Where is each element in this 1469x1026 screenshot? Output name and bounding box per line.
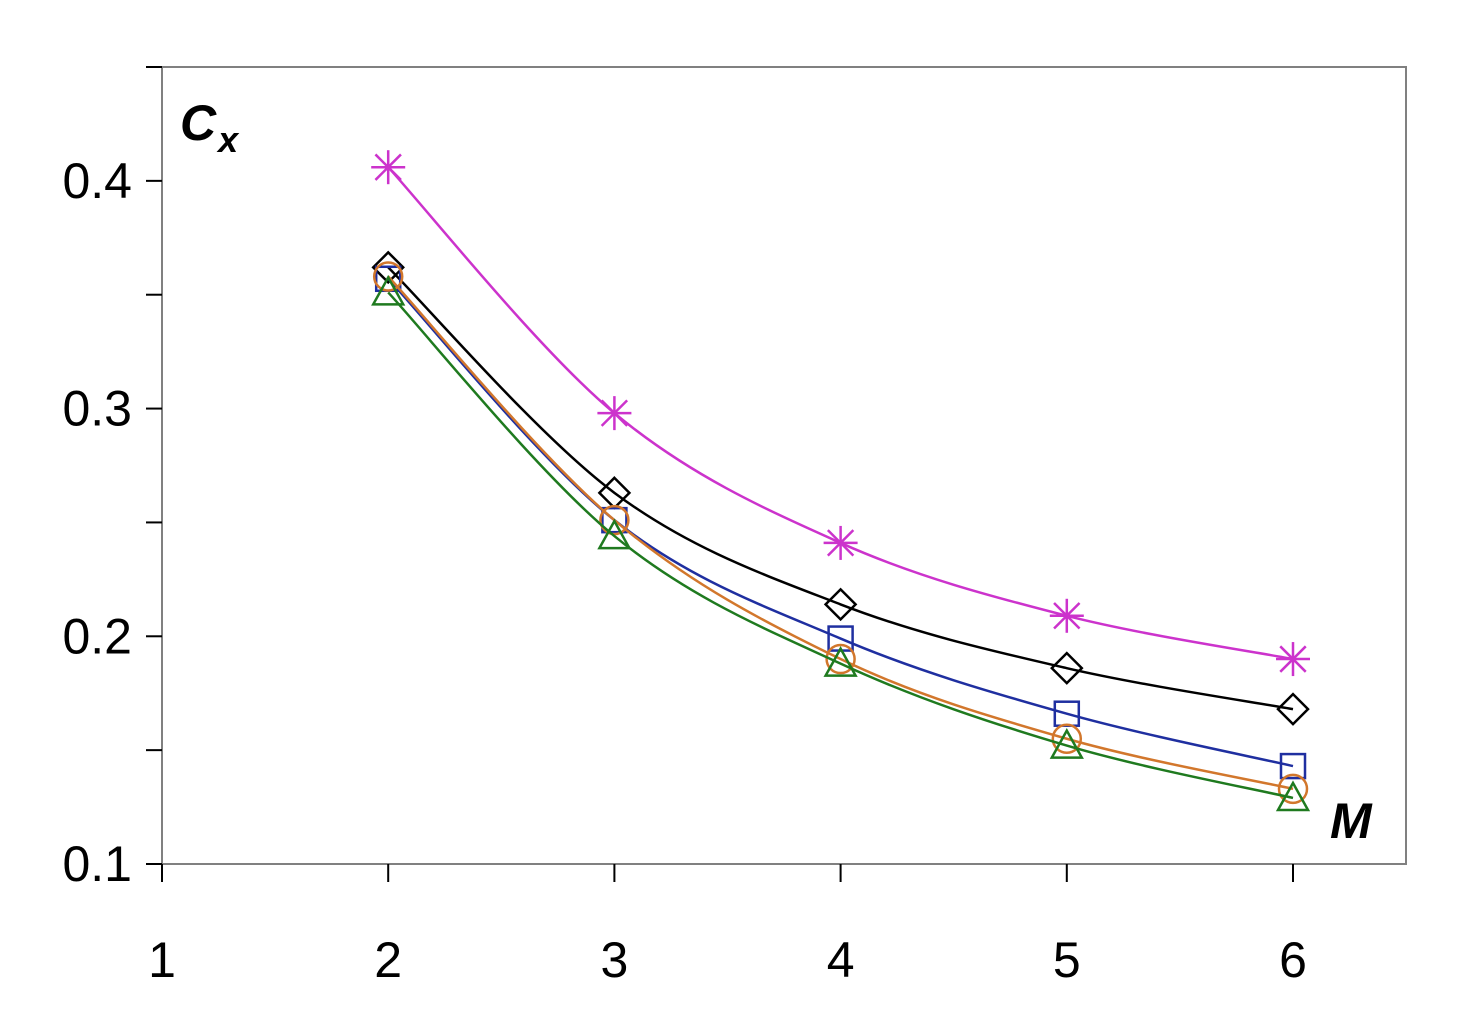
star-marker: [1276, 642, 1310, 677]
circle-marker: [372, 261, 404, 292]
star-marker: [1049, 598, 1084, 633]
x-tick-label: 4: [827, 932, 855, 988]
x-tick-label: 3: [600, 932, 628, 988]
y-tick-label: 0.1: [62, 836, 132, 892]
triangle-marker: [1049, 728, 1084, 759]
series-diamond: [371, 250, 1310, 726]
circle-marker: [599, 504, 630, 536]
square-marker: [601, 506, 628, 534]
diamond-marker: [371, 250, 405, 285]
circle-marker: [1277, 773, 1309, 805]
series-layer: [371, 150, 1311, 812]
y-tick-label: 0.2: [62, 608, 132, 664]
x-tick-label: 2: [374, 932, 402, 988]
y-axis-title-sub: x: [216, 119, 240, 160]
circle-marker: [825, 643, 856, 675]
series-line: [387, 166, 1294, 661]
star-stroke: [374, 153, 402, 181]
x-tick-label: 1: [148, 932, 176, 988]
star-marker: [371, 150, 406, 185]
star-marker: [823, 525, 858, 560]
square-marker: [1279, 752, 1307, 780]
triangle-marker: [1275, 780, 1311, 812]
triangle-marker: [371, 274, 406, 306]
axes: 0.1 0.2 0.3 0.4 1 2 3 4 5 6: [62, 66, 1307, 988]
circle-marker: [1051, 723, 1083, 755]
triangle-marker: [597, 518, 632, 550]
series-line: [387, 266, 1294, 711]
star-stroke: [826, 529, 855, 557]
star-stroke: [600, 399, 629, 427]
plot-frame: [161, 66, 1407, 865]
series-line: [387, 277, 1294, 768]
y-axis-title: Cx: [180, 95, 240, 160]
y-tick-label: 0.3: [62, 381, 132, 437]
triangle-marker: [823, 646, 858, 677]
x-axis-title: M: [1330, 793, 1373, 849]
diamond-marker: [823, 587, 858, 622]
star-stroke: [1279, 645, 1307, 673]
y-axis-title-main: C: [180, 95, 217, 151]
series-star: [371, 150, 1310, 677]
x-tick-label: 5: [1053, 932, 1081, 988]
diamond-marker: [1050, 651, 1084, 685]
series-line: [387, 291, 1294, 800]
series-circle: [372, 261, 1309, 805]
star-marker: [597, 396, 632, 431]
star-stroke: [1053, 602, 1081, 630]
diamond-marker: [1276, 692, 1310, 726]
series-square: [374, 265, 1307, 780]
series-triangle: [371, 274, 1311, 812]
x-tick-label: 6: [1279, 932, 1307, 988]
y-tick-label: 0.4: [62, 153, 132, 209]
